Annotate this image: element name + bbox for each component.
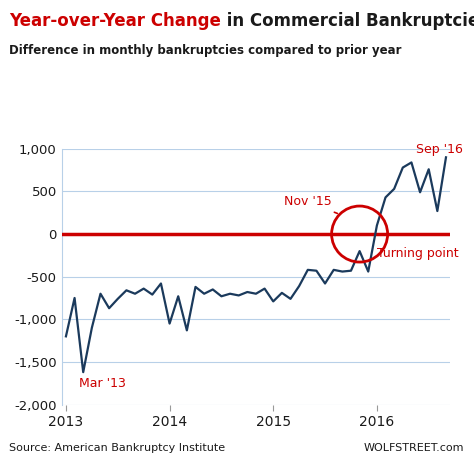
Text: Turning point: Turning point (377, 247, 458, 260)
Text: in Commercial Bankruptcies: in Commercial Bankruptcies (221, 12, 474, 30)
Text: Nov '15: Nov '15 (284, 195, 337, 213)
Text: Difference in monthly bankruptcies compared to prior year: Difference in monthly bankruptcies compa… (9, 44, 402, 57)
Text: Mar '13: Mar '13 (79, 377, 126, 390)
Text: Sep '16: Sep '16 (416, 143, 463, 156)
Text: Year-over-Year Change: Year-over-Year Change (9, 12, 221, 30)
Text: WOLFSTREET.com: WOLFSTREET.com (364, 443, 465, 453)
Text: Source: American Bankruptcy Institute: Source: American Bankruptcy Institute (9, 443, 226, 453)
